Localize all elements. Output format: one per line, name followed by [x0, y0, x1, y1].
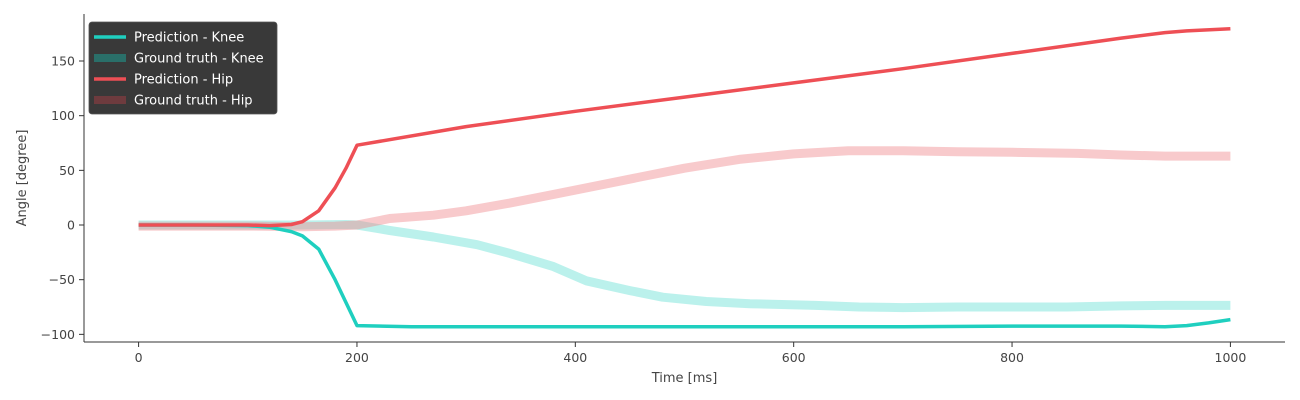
y-tick-label: 100 [51, 108, 75, 123]
series-line-prediction-hip [138, 27, 1231, 228]
x-axis-label: Time [ms] [651, 371, 718, 386]
y-tick-label: 50 [59, 163, 75, 178]
y-tick-label: 150 [51, 54, 75, 69]
legend-box [88, 21, 278, 115]
x-tick-label: 0 [135, 350, 143, 365]
series-lines [138, 27, 1231, 329]
y-tick-label: 0 [67, 218, 75, 233]
x-tick-label: 800 [1000, 350, 1024, 365]
legend-label-ground-truth-hip: Ground truth - Hip [134, 94, 253, 109]
y-tick-label: −50 [49, 272, 75, 287]
legend-label-prediction-hip: Prediction - Hip [134, 73, 233, 88]
series-line-ground-truth-hip [138, 146, 1231, 232]
legend-label-prediction-knee: Prediction - Knee [134, 31, 244, 46]
axes: 0 200 400 600 800 1000 −100 −50 0 50 100 150 [41, 14, 1285, 365]
x-tick-label: 600 [782, 350, 806, 365]
y-tick-label: −100 [41, 327, 75, 342]
x-tick-label: 1000 [1215, 350, 1247, 365]
x-tick-label: 200 [345, 350, 369, 365]
legend-label-ground-truth-knee: Ground truth - Knee [134, 52, 264, 67]
series-line-ground-truth-knee [138, 220, 1231, 313]
legend: Prediction - Knee Ground truth - Knee Pred… [88, 21, 278, 115]
x-tick-label: 400 [563, 350, 587, 365]
series-line-prediction-knee [138, 223, 1231, 329]
y-axis-label: Angle [degree] [15, 130, 30, 227]
